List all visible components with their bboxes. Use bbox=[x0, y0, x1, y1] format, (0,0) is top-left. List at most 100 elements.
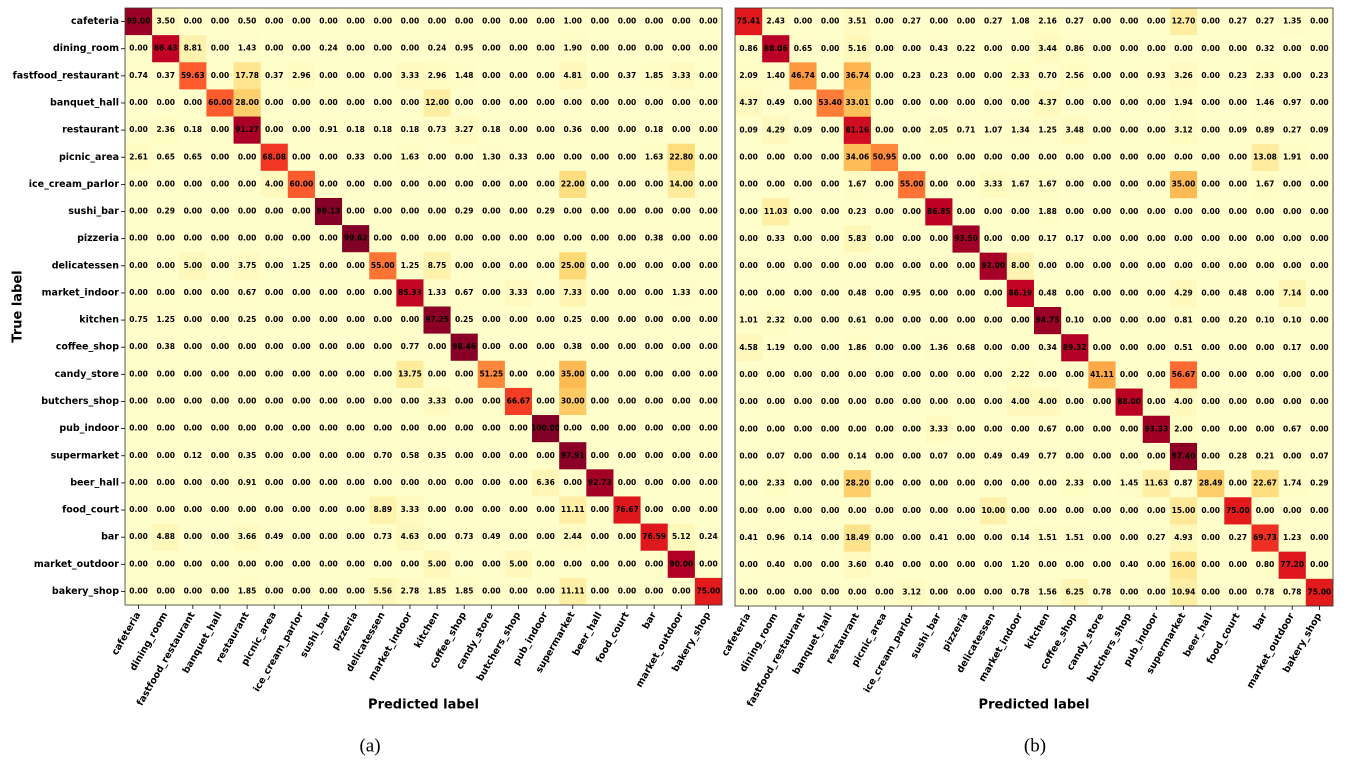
cell-label: 0.00 bbox=[591, 532, 610, 541]
cell bbox=[396, 496, 424, 524]
cell bbox=[898, 442, 926, 471]
cell bbox=[843, 361, 872, 389]
cell bbox=[1305, 415, 1334, 444]
cell bbox=[423, 116, 451, 144]
cell-label: 0.00 bbox=[699, 234, 718, 243]
cell-label: 0.71 bbox=[957, 125, 976, 134]
cell bbox=[206, 252, 234, 280]
cell-label: 92.00 bbox=[981, 261, 1005, 270]
cell-label: 0.33 bbox=[767, 234, 786, 243]
cell bbox=[762, 334, 790, 362]
cell-label: 0.00 bbox=[1093, 261, 1112, 270]
cell-label: 0.00 bbox=[821, 370, 840, 379]
cell bbox=[667, 116, 696, 144]
cell bbox=[870, 62, 899, 90]
cell-label: 0.00 bbox=[536, 234, 555, 243]
cell-label: 0.00 bbox=[129, 234, 148, 243]
cell bbox=[1169, 442, 1198, 471]
cell bbox=[667, 35, 696, 63]
cell-label: 0.00 bbox=[821, 343, 840, 352]
cell bbox=[396, 143, 424, 172]
cell bbox=[477, 197, 506, 226]
cell bbox=[613, 415, 641, 443]
cell-label: 0.00 bbox=[129, 44, 148, 53]
cell-label: 3.33 bbox=[984, 180, 1003, 189]
cell-label: 0.50 bbox=[238, 17, 257, 26]
cell-label: 1.00 bbox=[563, 17, 582, 26]
cell bbox=[789, 578, 817, 607]
cell-label: 0.00 bbox=[1120, 98, 1139, 107]
cell-label: 0.58 bbox=[401, 451, 420, 460]
cell bbox=[979, 524, 1008, 552]
cell bbox=[125, 116, 153, 144]
cell-label: 0.49 bbox=[482, 532, 501, 541]
cell-label: 0.00 bbox=[156, 98, 175, 107]
cell-label: 0.00 bbox=[265, 478, 284, 487]
cell bbox=[233, 197, 261, 226]
cell-label: 0.00 bbox=[1093, 288, 1112, 297]
cell-label: 0.00 bbox=[184, 207, 203, 216]
cell-label: 0.23 bbox=[930, 71, 949, 80]
cell-label: 0.37 bbox=[265, 71, 284, 80]
cell bbox=[342, 143, 370, 172]
cell-label: 0.00 bbox=[591, 261, 610, 270]
cell-label: 0.00 bbox=[1229, 234, 1248, 243]
cell bbox=[1278, 8, 1307, 36]
cell-label: 0.00 bbox=[1229, 98, 1248, 107]
cell bbox=[694, 89, 723, 117]
cell-label: 0.00 bbox=[536, 17, 555, 26]
cell-label: 0.00 bbox=[699, 207, 718, 216]
cell-label: 0.00 bbox=[1011, 98, 1030, 107]
cell bbox=[179, 279, 207, 307]
cell-label: 0.00 bbox=[739, 424, 758, 433]
cell-label: 5.00 bbox=[428, 559, 447, 568]
cell bbox=[843, 524, 872, 552]
cell-label: 0.87 bbox=[1174, 479, 1193, 488]
cell bbox=[870, 116, 899, 145]
cell-label: 0.00 bbox=[794, 397, 813, 406]
cell bbox=[1251, 307, 1279, 335]
cell bbox=[1061, 8, 1089, 36]
cell bbox=[1061, 116, 1089, 145]
cell-label: 0.00 bbox=[1120, 180, 1139, 189]
cell bbox=[925, 198, 953, 226]
cell bbox=[532, 170, 560, 199]
cell bbox=[477, 333, 506, 362]
cell-label: 0.00 bbox=[794, 424, 813, 433]
cell-label: 0.00 bbox=[455, 424, 474, 433]
cell bbox=[1142, 225, 1171, 253]
cell-label: 0.00 bbox=[536, 71, 555, 80]
cell bbox=[1197, 497, 1225, 525]
cell-label: 4.63 bbox=[401, 532, 420, 541]
cell-label: 0.00 bbox=[1310, 44, 1329, 53]
cell bbox=[694, 360, 723, 389]
cell-label: 0.00 bbox=[184, 17, 203, 26]
cell bbox=[762, 8, 790, 36]
cell bbox=[450, 496, 479, 524]
cell bbox=[1169, 62, 1198, 90]
cell bbox=[1006, 307, 1035, 335]
cell-label: 0.00 bbox=[1229, 207, 1248, 216]
cell bbox=[586, 197, 614, 226]
cell bbox=[423, 62, 451, 90]
cell-label: 0.00 bbox=[1256, 288, 1275, 297]
cell bbox=[1061, 35, 1089, 63]
cell-label: 0.00 bbox=[902, 560, 921, 569]
cell-label: 0.00 bbox=[563, 234, 582, 243]
cell bbox=[613, 8, 641, 36]
cell bbox=[1169, 497, 1198, 525]
cell-label: 0.09 bbox=[739, 125, 758, 134]
cell bbox=[206, 333, 234, 362]
cell bbox=[979, 388, 1008, 417]
cell-label: 0.00 bbox=[957, 17, 976, 26]
cell-label: 0.00 bbox=[536, 152, 555, 161]
cell bbox=[314, 279, 343, 307]
cell-label: 0.00 bbox=[848, 261, 867, 270]
cell-label: 0.10 bbox=[1283, 316, 1302, 325]
cell bbox=[613, 279, 641, 307]
cell bbox=[952, 143, 980, 172]
cell-label: 0.00 bbox=[374, 152, 393, 161]
cell-label: 0.00 bbox=[292, 315, 311, 324]
cell-label: 0.00 bbox=[509, 424, 528, 433]
cell-label: 0.48 bbox=[1038, 288, 1057, 297]
